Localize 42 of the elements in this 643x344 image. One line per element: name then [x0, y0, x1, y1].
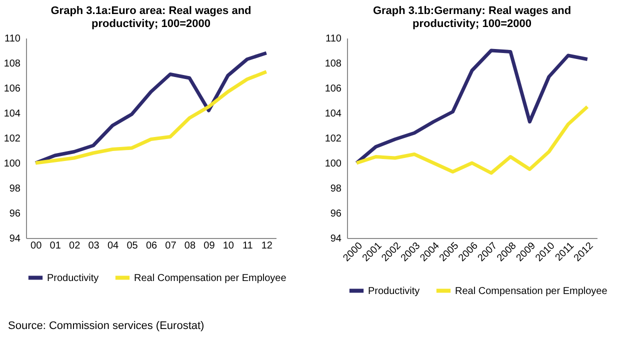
- y-tick-label: 106: [324, 84, 342, 94]
- y-tick-label: 110: [4, 34, 21, 44]
- line-series: [34, 70, 268, 165]
- y-tick-label: 106: [4, 84, 21, 94]
- line-series: [354, 105, 590, 175]
- y-tick-label: 110: [326, 34, 342, 44]
- y-tick-label: 94: [9, 234, 21, 244]
- x-tick-label: 11: [242, 240, 254, 252]
- y-tick-label: 108: [324, 58, 342, 70]
- x-tick-label: 08: [184, 240, 196, 252]
- x-tick-label: 01: [50, 240, 62, 252]
- line-series: [354, 48, 590, 165]
- y-tick-label: 102: [4, 134, 21, 144]
- chart-title: Graph 3.1b:Germany: Real wages and productivity; 100=2000: [372, 5, 572, 30]
- legend-label: Productivity: [47, 272, 99, 284]
- legend-label: Productivity: [368, 286, 420, 297]
- chart-title: Graph 3.1a:Euro area: Real wages and productivity; 100=2000: [50, 5, 252, 30]
- x-tick-label: 06: [146, 240, 158, 252]
- y-tick-label: 98: [330, 184, 342, 194]
- x-tick-label: 00: [30, 240, 42, 252]
- y-tick-label: 96: [9, 208, 21, 220]
- y-tick-label: 108: [4, 58, 21, 70]
- y-tick-label: 98: [9, 184, 21, 194]
- x-tick-label: 05: [126, 240, 138, 252]
- x-tick-label: 10: [222, 240, 234, 252]
- line-series: [34, 51, 268, 165]
- x-tick-label: 02: [69, 240, 81, 252]
- y-tick-label: 104: [324, 108, 342, 120]
- x-tick-label: 09: [204, 240, 216, 252]
- y-tick-label: 94: [330, 234, 342, 244]
- y-tick-label: 100: [324, 158, 342, 170]
- y-tick-label: 104: [4, 108, 21, 120]
- y-tick-label: 102: [324, 134, 342, 144]
- x-tick-label: 12: [261, 240, 273, 252]
- source-note: Source: Commission services (Eurostat): [7, 320, 206, 332]
- x-tick-label: 04: [107, 240, 120, 252]
- x-tick-label: 07: [165, 240, 177, 252]
- x-tick-label: 03: [88, 240, 100, 252]
- y-tick-label: 96: [330, 208, 342, 220]
- legend-label: Real Compensation per Employee: [455, 286, 608, 297]
- legend-label: Real Compensation per Employee: [134, 272, 287, 284]
- y-tick-label: 100: [4, 158, 21, 170]
